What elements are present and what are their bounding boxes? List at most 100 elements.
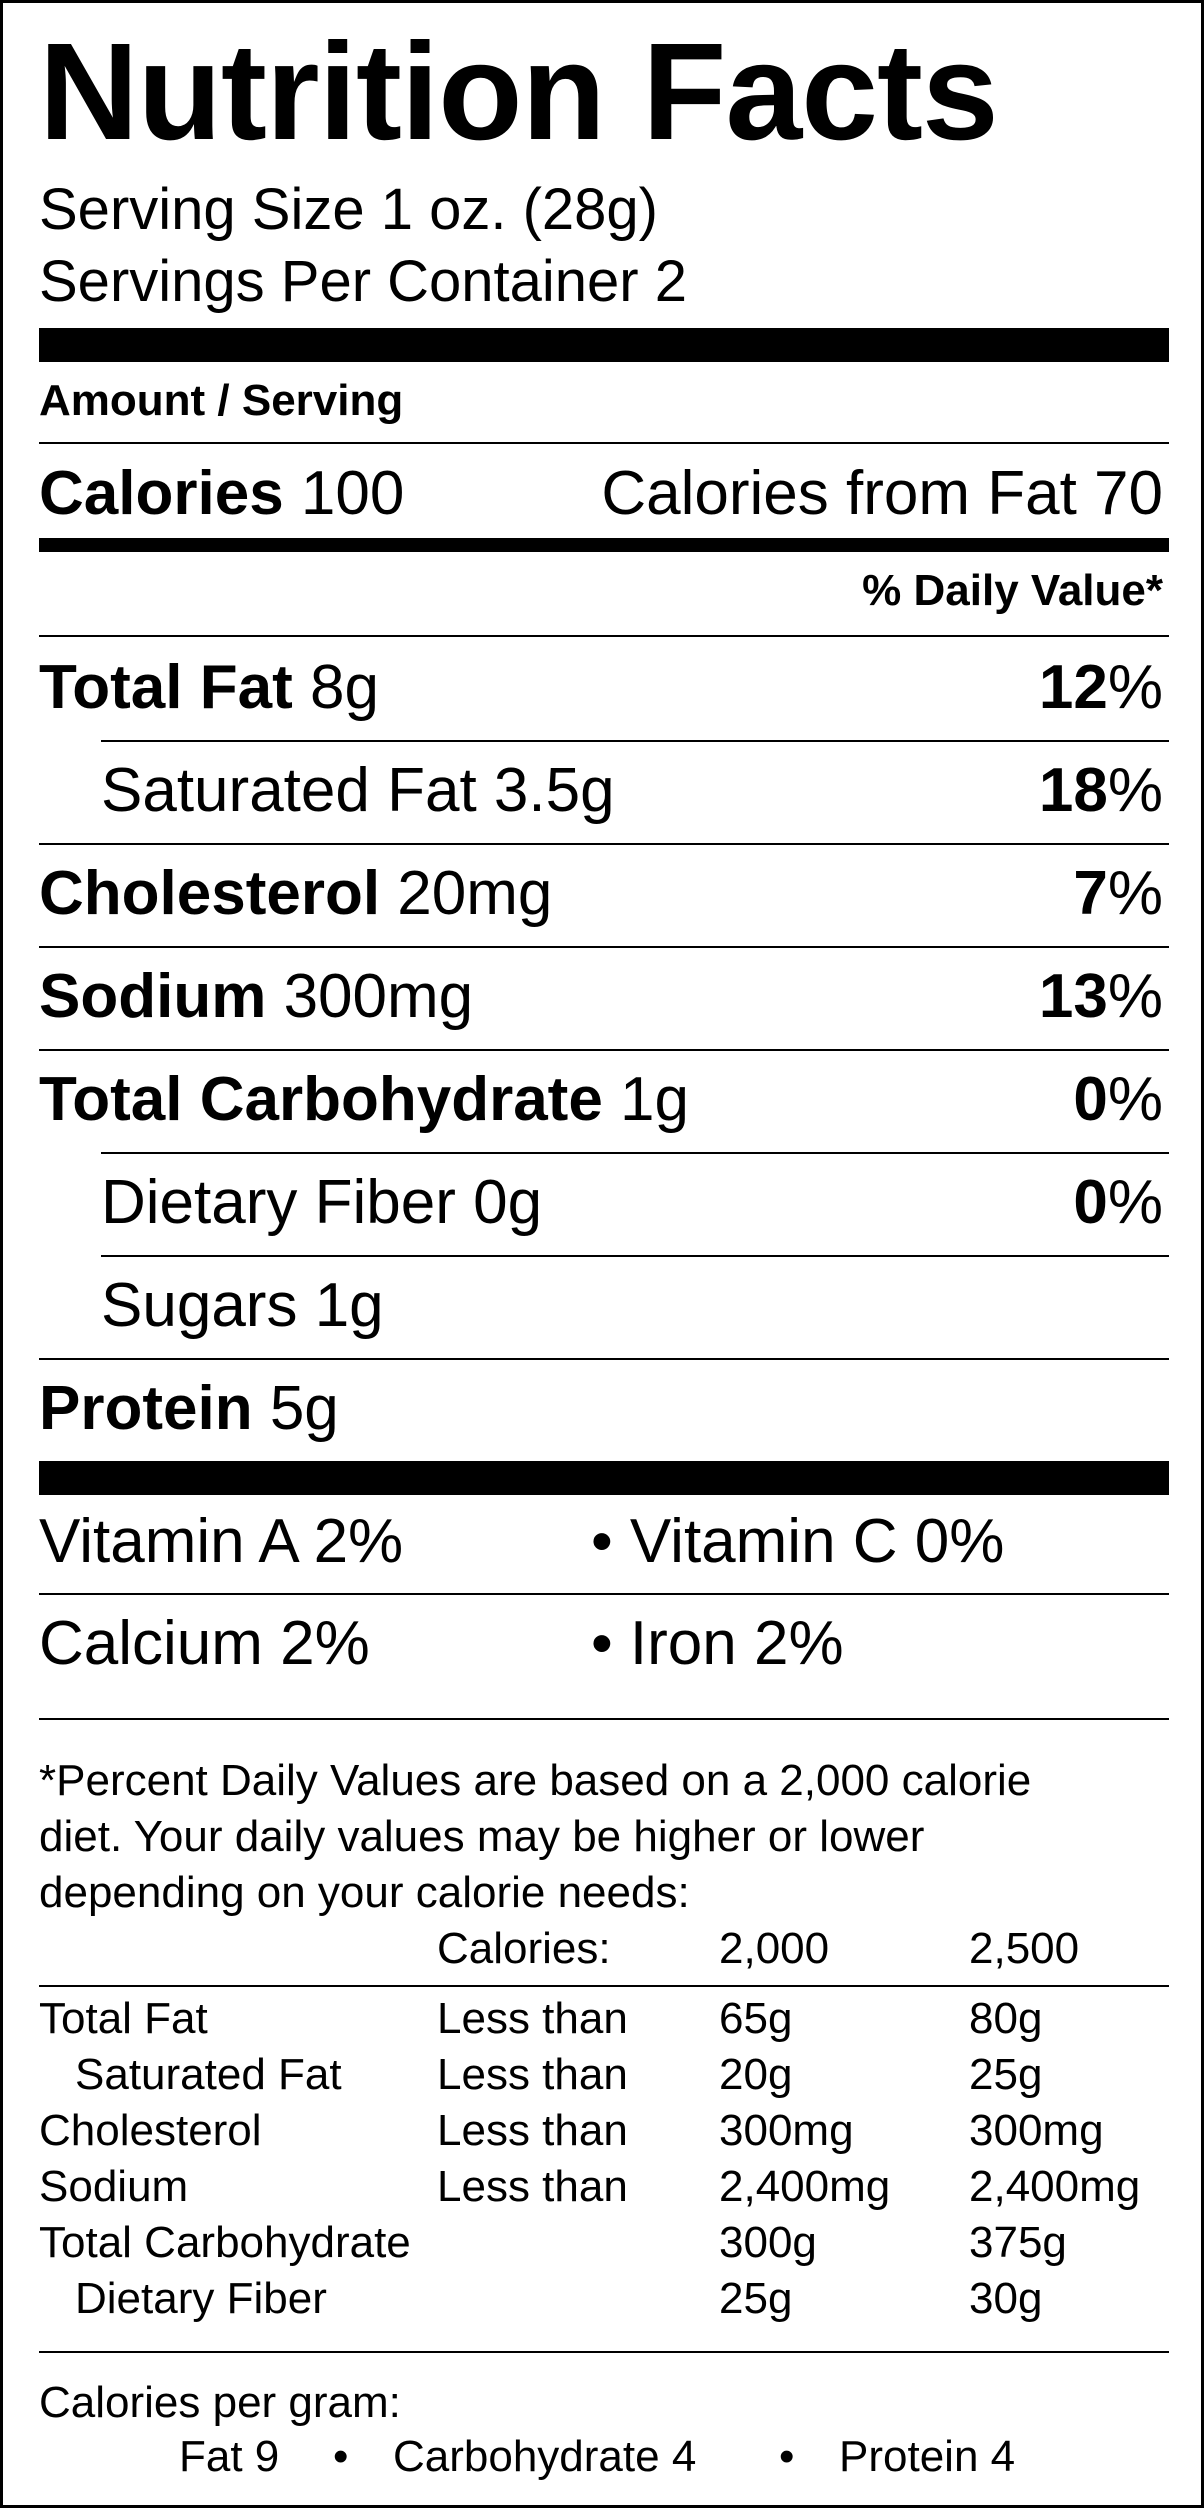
percent-sign: % [1107,1168,1163,1237]
percent-sign: % [1107,1065,1163,1134]
divider [39,1049,1169,1051]
footnote-table-cell: 375g [969,2218,1067,2267]
daily-value-header: % Daily Value* [862,566,1163,615]
nutrient-name: Cholesterol [39,859,381,928]
nutrient-amount: 3.5g [493,756,615,825]
nutrient-row: Sugars 1g [101,1275,384,1337]
ft-header-2000: 2,000 [719,1924,830,1973]
footnote-table-cell: 300mg [719,2106,854,2155]
vitamin-a: Vitamin A 2% [39,1507,404,1576]
calories-row: Calories 100 [39,463,404,525]
nutrient-amount: 300mg [283,962,474,1031]
vitamin-c: • Vitamin C 0% [591,1507,1005,1576]
daily-value-number: 13 [1038,962,1108,1031]
footnote-line-3: depending on your calorie needs: [39,1868,690,1917]
nutrient-row: Total Fat 8g [39,657,379,719]
divider [101,740,1169,742]
ft-header-2500: 2,500 [969,1924,1080,1973]
divider [39,2351,1169,2353]
divider [39,843,1169,845]
footnote-table-cell: Total Fat [39,1994,208,2043]
footnote-table-cell: Less than [437,2050,628,2099]
nutrient-name: Dietary Fiber [101,1168,456,1237]
carb-per-gram: Carbohydrate 4 [393,2432,697,2481]
calories-per-gram-label: Calories per gram: [39,2378,401,2427]
divider [39,1593,1169,1595]
percent-sign: % [1107,859,1163,928]
nutrient-row: Sodium 300mg [39,966,473,1028]
thick-divider [39,1461,1169,1495]
footnote-table-cell: Total Carbohydrate [39,2218,411,2267]
bullet: • [333,2432,349,2481]
footnote-line-2: diet. Your daily values may be higher or… [39,1812,925,1861]
nutrient-row: Dietary Fiber 0g [101,1172,542,1234]
divider [39,442,1169,444]
nutrient-amount: 1g [314,1271,384,1340]
footnote-table-cell: Cholesterol [39,2106,262,2155]
divider [39,635,1169,637]
nutrient-name: Total Carbohydrate [39,1065,603,1134]
iron: • Iron 2% [591,1609,844,1678]
nutrient-amount: 8g [309,653,379,722]
divider [101,1152,1169,1154]
percent-sign: % [1107,653,1163,722]
nutrient-daily-value: 0% [1073,1172,1163,1234]
footnote-table-cell: 300mg [969,2106,1104,2155]
footnote-table-cell: 80g [969,1994,1043,2043]
fat-per-gram: Fat 9 [179,2432,280,2481]
percent-sign: % [1107,962,1163,1031]
footnote-table-cell: 25g [719,2274,793,2323]
daily-value-number: 7 [1073,859,1108,928]
footnote-table-cell: 20g [719,2050,793,2099]
serving-size: Serving Size 1 oz. (28g) [39,177,658,242]
label-title: Nutrition Facts [39,15,999,169]
nutrient-daily-value: 7% [1073,863,1163,925]
ft-header-calories: Calories: [437,1924,611,1973]
divider [39,1358,1169,1360]
thick-divider [39,328,1169,362]
footnote-table-cell: 65g [719,1994,793,2043]
footnote-table-cell: Dietary Fiber [75,2274,327,2323]
daily-value-number: 0 [1073,1168,1108,1237]
footnote-table-cell: 2,400mg [969,2162,1141,2211]
nutrient-daily-value: 0% [1073,1069,1163,1131]
protein-per-gram: Protein 4 [839,2432,1016,2481]
nutrient-row: Saturated Fat 3.5g [101,760,615,822]
daily-value-number: 12 [1038,653,1108,722]
nutrient-name: Sugars [101,1271,298,1340]
servings-per-container: Servings Per Container 2 [39,249,687,314]
nutrient-name: Protein [39,1374,253,1443]
footnote-table-cell: Saturated Fat [75,2050,342,2099]
calcium: Calcium 2% [39,1609,370,1678]
nutrient-amount: 1g [620,1065,690,1134]
footnote-table-cell: Less than [437,1994,628,2043]
nutrient-row: Cholesterol 20mg [39,863,552,925]
daily-value-number: 18 [1038,756,1108,825]
amount-per-serving: Amount / Serving [39,376,404,425]
footnote-table-cell: Sodium [39,2162,189,2211]
nutrient-daily-value: 12% [1039,657,1163,719]
nutrient-daily-value: 13% [1039,966,1163,1028]
footnote-line-1: *Percent Daily Values are based on a 2,0… [39,1756,1032,1805]
footnote-table-cell: 300g [719,2218,817,2267]
nutrient-amount: 20mg [397,859,553,928]
divider [39,1718,1169,1720]
calories-label: Calories [39,459,284,528]
nutrient-row: Total Carbohydrate 1g [39,1069,689,1131]
divider [39,946,1169,948]
footnote-table-cell: 25g [969,2050,1043,2099]
percent-sign: % [1107,756,1163,825]
nutrient-row: Protein 5g [39,1378,339,1440]
divider [39,1985,1169,1987]
nutrient-name: Total Fat [39,653,293,722]
divider [101,1255,1169,1257]
daily-value-number: 0 [1073,1065,1108,1134]
footnote-table-cell: 30g [969,2274,1043,2323]
medium-divider [39,538,1169,552]
nutrient-name: Sodium [39,962,267,1031]
calories-value: 100 [300,459,405,528]
bullet: • [779,2432,795,2481]
footnote-table-cell: Less than [437,2162,628,2211]
nutrient-amount: 5g [269,1374,339,1443]
nutrient-amount: 0g [473,1168,543,1237]
